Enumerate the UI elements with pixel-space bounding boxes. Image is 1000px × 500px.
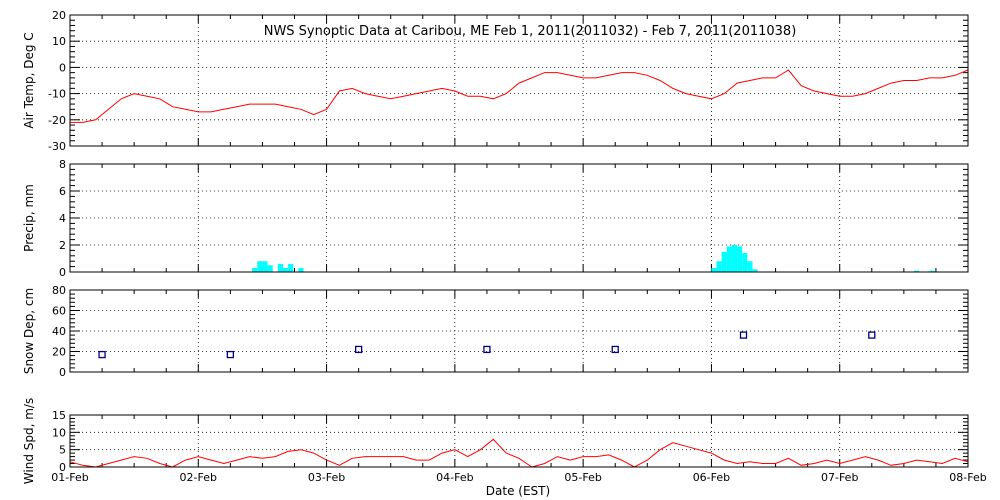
- x-tick-label: 07-Feb: [821, 471, 858, 484]
- y-tick-label: 20: [52, 346, 66, 359]
- precip-bar: [726, 246, 732, 272]
- y-tick-label: 6: [59, 185, 66, 198]
- y-tick-label: 5: [59, 444, 66, 457]
- data-line: [69, 438, 969, 468]
- precip-bar: [716, 261, 722, 272]
- panel-frame: [69, 289, 969, 373]
- snow-depth-point: [739, 331, 748, 339]
- y-tick-label: -20: [48, 114, 66, 127]
- y-tick-label: 60: [52, 305, 66, 318]
- y-tick-label: 0: [59, 266, 66, 279]
- x-tick-label: 05-Feb: [564, 471, 601, 484]
- y-tick-label: 4: [59, 212, 66, 225]
- precip-bar: [277, 263, 283, 272]
- panel-3: 80 60 40 20 0 Snow Dep, cm: [22, 284, 969, 379]
- y-tick-label: 0: [59, 61, 66, 74]
- snow-depth-point: [226, 350, 235, 359]
- precip-bar: [298, 267, 304, 272]
- y-tick-label: 40: [52, 325, 66, 338]
- precip-bar: [252, 267, 258, 272]
- precip-bar: [288, 263, 294, 272]
- panel-frame: [69, 14, 969, 147]
- panel-2: 8 6 4 2 0 Precip, mm: [22, 158, 969, 279]
- x-tick-label: 02-Feb: [180, 471, 217, 484]
- x-axis-label: Date (EST): [486, 484, 550, 498]
- snow-depth-point: [98, 350, 106, 359]
- y-tick-label: -10: [48, 88, 66, 101]
- panel-frame: [69, 414, 969, 468]
- precip-bar: [752, 269, 758, 272]
- panel-4: 15 10 5 0 Wind Spd, m/s: [22, 398, 969, 484]
- snow-depth-point: [868, 331, 876, 339]
- precip-bar: [282, 267, 289, 272]
- y-tick-label: -30: [48, 140, 66, 153]
- x-tick-label: 08-Feb: [949, 471, 986, 484]
- precip-bar: [742, 253, 748, 272]
- y-axis-label: Wind Spd, m/s: [22, 398, 36, 484]
- y-tick-label: 8: [59, 158, 66, 171]
- x-tick-label: 01-Feb: [51, 471, 88, 484]
- y-tick-label: 0: [59, 366, 66, 379]
- data-line: [70, 69, 969, 123]
- y-tick-label: 20: [52, 9, 66, 22]
- y-axis-label: Precip, mm: [22, 184, 36, 252]
- snow-depth-point: [611, 345, 619, 354]
- y-tick-label: 80: [52, 284, 66, 297]
- x-tick-label: 04-Feb: [436, 471, 473, 484]
- precip-bar: [257, 261, 263, 272]
- y-tick-label: 0: [59, 461, 66, 474]
- x-tick-label: 06-Feb: [693, 471, 730, 484]
- y-tick-label: 15: [52, 409, 66, 422]
- precip-bar: [914, 270, 920, 272]
- snow-depth-point: [483, 345, 491, 354]
- precip-bar: [262, 261, 268, 272]
- y-tick-label: 10: [52, 426, 66, 439]
- precip-bar: [929, 270, 935, 272]
- precip-bar: [721, 251, 727, 272]
- panel-1: 20 10 0 -10 -20 -30 Air Temp, Deg C: [22, 9, 969, 153]
- precip-bar: [747, 261, 753, 272]
- x-tick-label: 03-Feb: [308, 471, 345, 484]
- chart-title: NWS Synoptic Data at Caribou, ME Feb 1, …: [264, 24, 797, 39]
- y-axis-label: Air Temp, Deg C: [22, 32, 36, 128]
- y-tick-label: 10: [52, 35, 66, 48]
- precip-bar: [267, 265, 273, 272]
- snow-depth-point: [354, 345, 363, 354]
- y-tick-label: 2: [59, 239, 66, 252]
- precip-bar: [731, 245, 738, 272]
- precip-bar: [737, 246, 743, 272]
- panel-frame: [69, 163, 969, 273]
- y-axis-label: Snow Dep, cm: [22, 288, 36, 374]
- precip-bar: [711, 267, 717, 272]
